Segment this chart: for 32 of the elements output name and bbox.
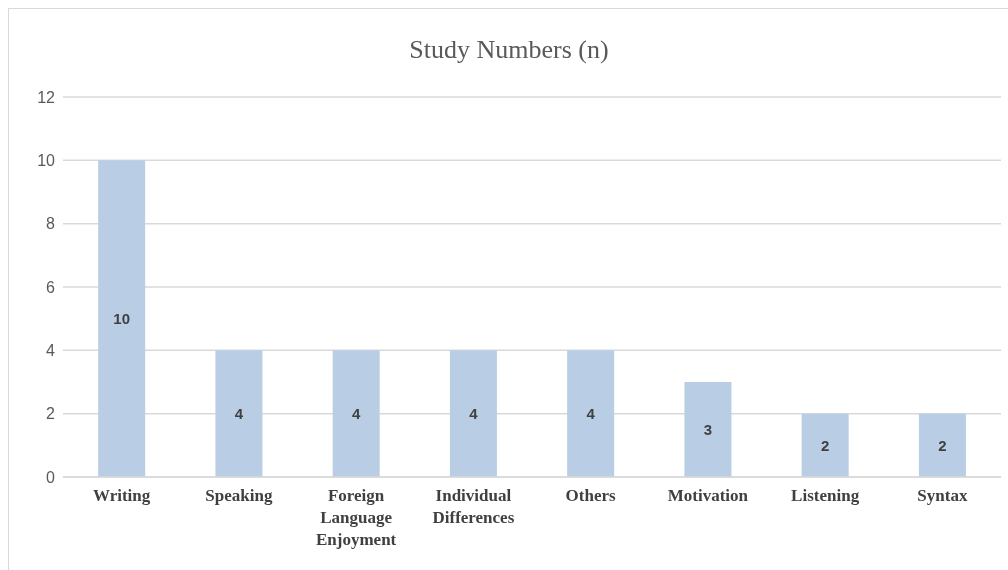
data-label: 4 [234, 404, 244, 422]
y-tick-label: 12 [37, 88, 56, 106]
data-label: 2 [938, 436, 947, 454]
bar [567, 350, 615, 477]
x-tick-label: Motivation [667, 486, 749, 505]
x-tick-label: Listening [791, 486, 860, 505]
data-label: 3 [703, 420, 713, 438]
data-label: 10 [113, 309, 131, 327]
y-tick-label: 0 [46, 468, 56, 486]
bar [215, 350, 263, 477]
y-tick-label: 6 [46, 278, 56, 296]
data-label: 2 [821, 436, 830, 454]
y-tick-label: 2 [46, 405, 56, 423]
bar [332, 350, 380, 477]
chart-title: Study Numbers (n) [408, 35, 610, 65]
bar [684, 382, 732, 477]
x-tick-label: Speaking [205, 486, 273, 505]
x-tick-label: Others [565, 486, 617, 505]
bar [918, 413, 966, 477]
data-label: 4 [469, 404, 479, 422]
bar [801, 413, 849, 477]
bar [449, 350, 497, 477]
data-label: 4 [586, 404, 596, 422]
x-tick-label: Foreign Language Enjoyment [315, 486, 397, 549]
x-tick-label: Syntax [917, 486, 968, 505]
x-tick-label: Writing [92, 486, 151, 505]
x-tick-label: Individual Differences [432, 486, 515, 527]
y-tick-label: 4 [46, 342, 56, 360]
data-label: 4 [352, 404, 361, 422]
y-tick-label: 8 [46, 215, 56, 233]
y-tick-label: 10 [37, 152, 56, 170]
bar [98, 160, 146, 477]
